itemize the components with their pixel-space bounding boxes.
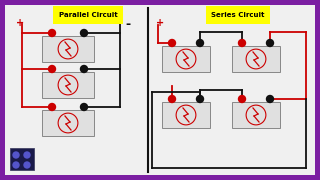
Bar — [42, 72, 94, 98]
Circle shape — [238, 39, 245, 46]
Circle shape — [267, 39, 274, 46]
Circle shape — [24, 152, 30, 158]
Bar — [232, 46, 280, 72]
Circle shape — [13, 162, 19, 168]
Text: Parallel Circuit: Parallel Circuit — [59, 12, 117, 18]
Circle shape — [169, 96, 175, 102]
Circle shape — [49, 103, 55, 111]
Bar — [232, 102, 280, 128]
Text: +: + — [16, 18, 24, 28]
Circle shape — [13, 152, 19, 158]
Circle shape — [81, 66, 87, 73]
Bar — [162, 102, 210, 128]
Text: -: - — [125, 18, 131, 31]
Circle shape — [238, 96, 245, 102]
Circle shape — [49, 66, 55, 73]
Bar — [162, 46, 210, 72]
Circle shape — [81, 103, 87, 111]
Circle shape — [169, 39, 175, 46]
Text: +: + — [156, 18, 164, 28]
Circle shape — [24, 162, 30, 168]
Circle shape — [267, 96, 274, 102]
Bar — [42, 36, 94, 62]
Bar — [10, 148, 34, 170]
Circle shape — [81, 30, 87, 37]
Circle shape — [196, 39, 204, 46]
Text: Series Circuit: Series Circuit — [211, 12, 265, 18]
Bar — [42, 110, 94, 136]
Circle shape — [49, 30, 55, 37]
Circle shape — [196, 96, 204, 102]
